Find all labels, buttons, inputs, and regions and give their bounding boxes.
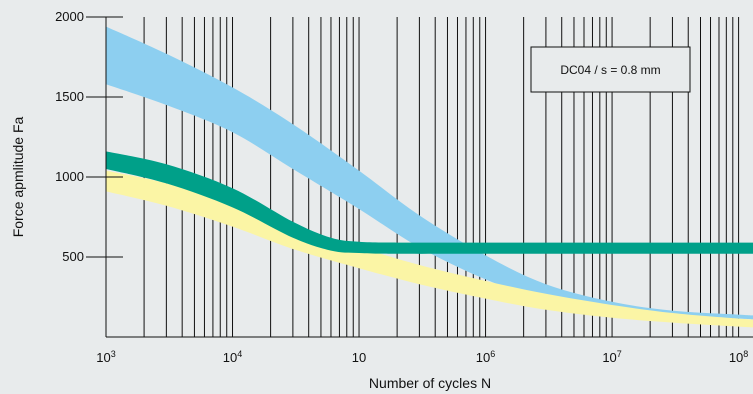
x-tick-label: 10 (352, 350, 366, 365)
x-tick-exponent: 6 (490, 349, 495, 359)
y-tick-label: 500 (62, 249, 84, 264)
y-tick-label: 2000 (55, 9, 84, 24)
y-axis-title: Force apmlitude Fa (10, 116, 26, 237)
data-bands (106, 26, 753, 328)
x-axis-title: Number of cycles N (369, 375, 491, 391)
x-tick-label: 103 (96, 349, 115, 365)
series-band-3 (106, 151, 753, 254)
x-tick-base: 10 (352, 350, 366, 365)
x-tick-label: 106 (476, 349, 495, 365)
y-tick-label: 1500 (55, 89, 84, 104)
annotation-box: DC04 / s = 0.8 mm (530, 46, 691, 93)
series-band-2 (106, 170, 753, 328)
x-tick-exponent: 8 (743, 349, 748, 359)
x-tick-label: 108 (729, 349, 748, 365)
x-tick-exponent: 3 (111, 349, 116, 359)
x-tick-base: 10 (96, 350, 110, 365)
x-tick-exponent: 4 (237, 349, 242, 359)
x-tick-labels: 103 104 10 106 107 108 (96, 349, 748, 365)
x-tick-label: 107 (602, 349, 621, 365)
annotation-frame (530, 46, 691, 93)
x-tick-base: 10 (476, 350, 490, 365)
x-tick-base: 10 (602, 350, 616, 365)
series-band-1 (106, 26, 753, 320)
y-tick-label: 1000 (55, 169, 84, 184)
y-tick-labels: 500 1000 1500 2000 (55, 9, 123, 264)
x-tick-label: 104 (223, 349, 242, 365)
annotation-text: DC04 / s = 0.8 mm (560, 63, 660, 77)
x-tick-base: 10 (223, 350, 237, 365)
x-tick-exponent: 7 (617, 349, 622, 359)
x-tick-base: 10 (729, 350, 743, 365)
